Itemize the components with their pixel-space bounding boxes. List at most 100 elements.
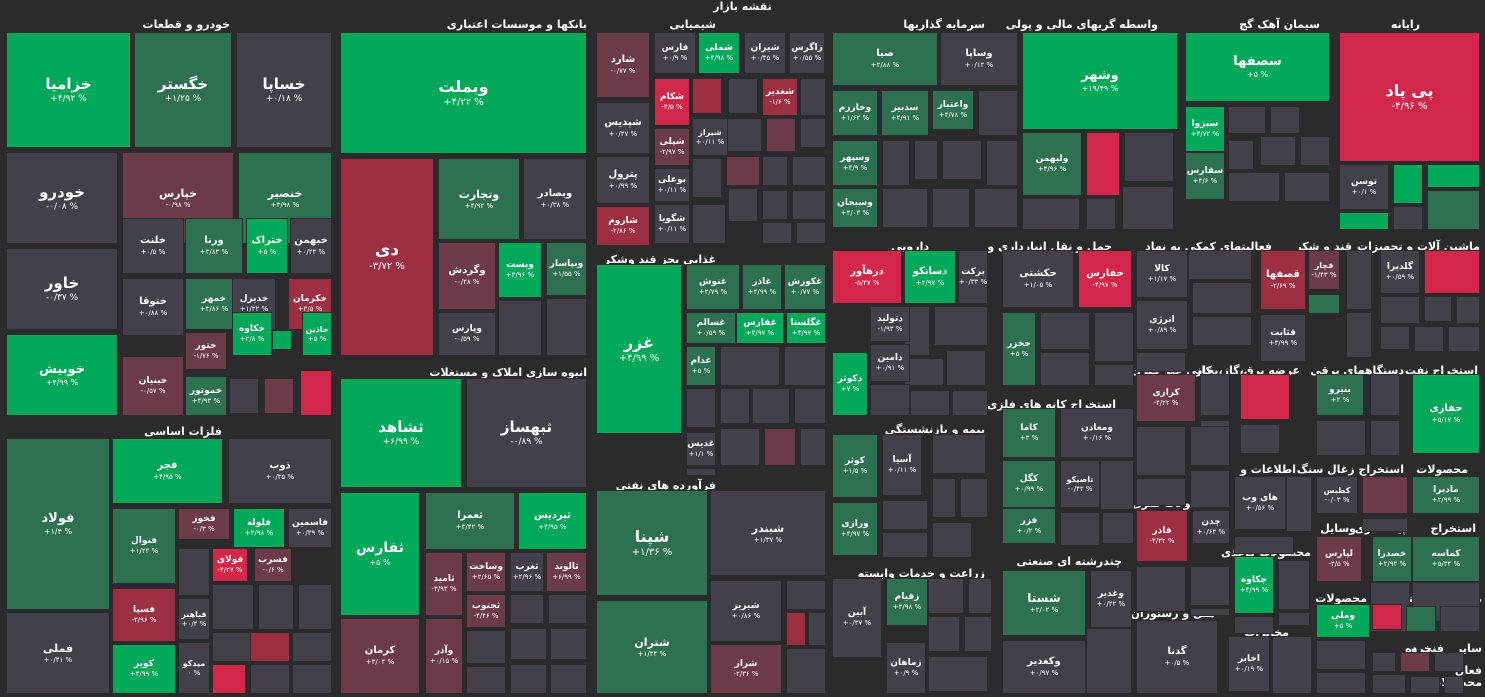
stock-tile[interactable]: وبملت +۴/۲۲ % xyxy=(340,32,587,154)
stock-tile[interactable]: ومعادن +۰/۱۶ % xyxy=(1060,408,1134,458)
stock-tile[interactable]: ثالوند +۶/۹۹ % xyxy=(546,552,587,592)
treemap-tile[interactable] xyxy=(800,428,826,466)
treemap-tile[interactable] xyxy=(1234,536,1294,554)
treemap-tile[interactable] xyxy=(1372,604,1402,630)
treemap-tile[interactable] xyxy=(1300,136,1330,166)
stock-tile[interactable]: وملی +۵ % xyxy=(1316,604,1370,638)
treemap-tile[interactable] xyxy=(212,664,246,694)
treemap-tile[interactable] xyxy=(752,388,790,424)
stock-tile[interactable]: سبزوا +۴/۷۲ % xyxy=(1185,106,1225,152)
treemap-tile[interactable] xyxy=(792,156,826,186)
stock-tile[interactable]: حفاری +۵/۱۷ % xyxy=(1412,374,1480,454)
stock-tile[interactable]: فباهنر +۰/۴ % xyxy=(178,598,210,640)
stock-tile[interactable]: وشهر +۱۹/۴۹ % xyxy=(1022,32,1178,130)
treemap-tile[interactable] xyxy=(1286,476,1312,532)
treemap-tile[interactable] xyxy=(292,664,332,694)
treemap-tile[interactable] xyxy=(1278,612,1310,626)
stock-tile[interactable]: آبین +۰/۳۷ % xyxy=(832,578,882,658)
treemap-tile[interactable] xyxy=(792,190,826,220)
treemap-tile[interactable] xyxy=(1448,326,1480,352)
stock-tile[interactable]: خزامیا +۴/۹۲ % xyxy=(6,32,131,148)
treemap-tile[interactable] xyxy=(1234,616,1274,634)
treemap-tile[interactable] xyxy=(1022,198,1080,230)
treemap-tile[interactable] xyxy=(870,384,910,416)
treemap-tile[interactable] xyxy=(1339,212,1389,230)
treemap-tile[interactable] xyxy=(548,594,587,624)
treemap-tile[interactable] xyxy=(550,664,587,694)
treemap-tile[interactable] xyxy=(934,306,988,346)
treemap-tile[interactable] xyxy=(692,204,726,244)
stock-tile[interactable]: پی پاد -۴/۹۶ % xyxy=(1339,32,1480,162)
treemap-tile[interactable] xyxy=(726,118,762,152)
stock-tile[interactable]: چکاوه +۴/۹۹ % xyxy=(1234,556,1274,614)
treemap-tile[interactable] xyxy=(1122,186,1174,230)
stock-tile[interactable]: شملی +۳/۹۸ % xyxy=(698,32,740,74)
treemap-tile[interactable] xyxy=(914,140,938,180)
stock-tile[interactable]: وبصادر +۰/۳۸ % xyxy=(523,158,587,240)
treemap-tile[interactable] xyxy=(978,90,1018,136)
stock-tile[interactable]: غکورش +۰/۷۷ % xyxy=(784,264,826,310)
treemap-tile[interactable] xyxy=(766,118,796,152)
stock-tile[interactable]: تاصیکو -۰/۴۲ % xyxy=(1060,460,1100,508)
treemap-tile[interactable] xyxy=(1406,606,1436,632)
treemap-tile[interactable] xyxy=(1393,164,1423,204)
stock-tile[interactable]: حکشتی +۱/۰۵ % xyxy=(1002,250,1074,308)
treemap-tile[interactable] xyxy=(1316,672,1366,694)
treemap-tile[interactable] xyxy=(932,478,956,518)
stock-tile[interactable]: وخارزم +۱/۶۲ % xyxy=(832,90,878,136)
treemap-tile[interactable] xyxy=(786,612,806,646)
treemap-tile[interactable] xyxy=(986,140,1018,186)
treemap-tile[interactable] xyxy=(800,118,826,148)
stock-tile[interactable]: فلوله +۴/۹۸ % xyxy=(233,508,285,548)
treemap-tile[interactable] xyxy=(1370,374,1400,416)
treemap-tile[interactable] xyxy=(1372,674,1406,694)
stock-tile[interactable]: زقیام +۴/۹۸ % xyxy=(886,578,928,626)
treemap-tile[interactable] xyxy=(1316,420,1366,456)
stock-tile[interactable]: ثغرب +۲/۹۶ % xyxy=(510,552,544,592)
treemap-tile[interactable] xyxy=(762,222,792,244)
treemap-tile[interactable] xyxy=(1190,426,1230,466)
treemap-tile[interactable] xyxy=(686,468,716,476)
treemap-tile[interactable] xyxy=(1270,106,1300,134)
treemap-tile[interactable] xyxy=(960,478,988,518)
treemap-tile[interactable] xyxy=(510,664,547,694)
stock-tile[interactable]: شغدیر -۱/۶ % xyxy=(762,78,798,116)
treemap-tile[interactable] xyxy=(229,378,259,414)
treemap-tile[interactable] xyxy=(510,594,544,624)
treemap-tile[interactable] xyxy=(1136,352,1186,372)
treemap-tile[interactable] xyxy=(1188,250,1252,280)
treemap-tile[interactable] xyxy=(466,666,506,694)
treemap-tile[interactable] xyxy=(728,188,758,222)
stock-tile[interactable]: وبست +۴/۹۶ % xyxy=(498,242,542,298)
stock-tile[interactable]: دتولید -۱/۹۳ % xyxy=(870,306,910,342)
treemap-tile[interactable] xyxy=(546,298,587,356)
treemap-tile[interactable] xyxy=(1260,136,1296,166)
treemap-tile[interactable] xyxy=(250,632,290,662)
stock-tile[interactable]: ثجنوب -۴/۴۶ % xyxy=(466,594,506,628)
stock-tile[interactable]: حخزر +۵ % xyxy=(1002,312,1036,386)
stock-tile[interactable]: سفارس +۴/۶ % xyxy=(1185,152,1225,200)
stock-tile[interactable]: گلدیرا +۰/۵۹ % xyxy=(1380,250,1420,294)
treemap-tile[interactable] xyxy=(1136,566,1186,612)
stock-tile[interactable]: غاذر +۴/۹۹ % xyxy=(742,264,782,310)
treemap-tile[interactable] xyxy=(764,428,796,466)
stock-tile[interactable]: وساپا +۰/۱۲ % xyxy=(940,32,1018,86)
stock-tile[interactable]: غنوش +۲/۷۹ % xyxy=(686,264,740,310)
treemap-tile[interactable] xyxy=(762,190,788,220)
stock-tile[interactable]: خلنت +۰/۵ % xyxy=(122,218,184,274)
treemap-tile[interactable] xyxy=(692,78,722,114)
stock-tile[interactable]: ختراک +۵ % xyxy=(246,218,288,274)
treemap-tile[interactable] xyxy=(1424,296,1452,322)
treemap-tile[interactable] xyxy=(510,628,547,660)
stock-tile[interactable]: ورازی +۴/۹۷ % xyxy=(832,502,878,556)
treemap-tile[interactable] xyxy=(212,584,254,630)
stock-tile[interactable]: شیراز +۰/۱۱ % xyxy=(692,118,728,156)
treemap-tile[interactable] xyxy=(1190,566,1230,606)
treemap-tile[interactable] xyxy=(1060,512,1100,546)
treemap-tile[interactable] xyxy=(882,140,910,186)
treemap-tile[interactable] xyxy=(1346,250,1372,310)
treemap-tile[interactable] xyxy=(932,188,970,228)
treemap-tile[interactable] xyxy=(1278,560,1310,610)
stock-tile[interactable]: شاروم -۲/۸۶ % xyxy=(596,206,650,246)
treemap-tile[interactable] xyxy=(964,616,992,652)
